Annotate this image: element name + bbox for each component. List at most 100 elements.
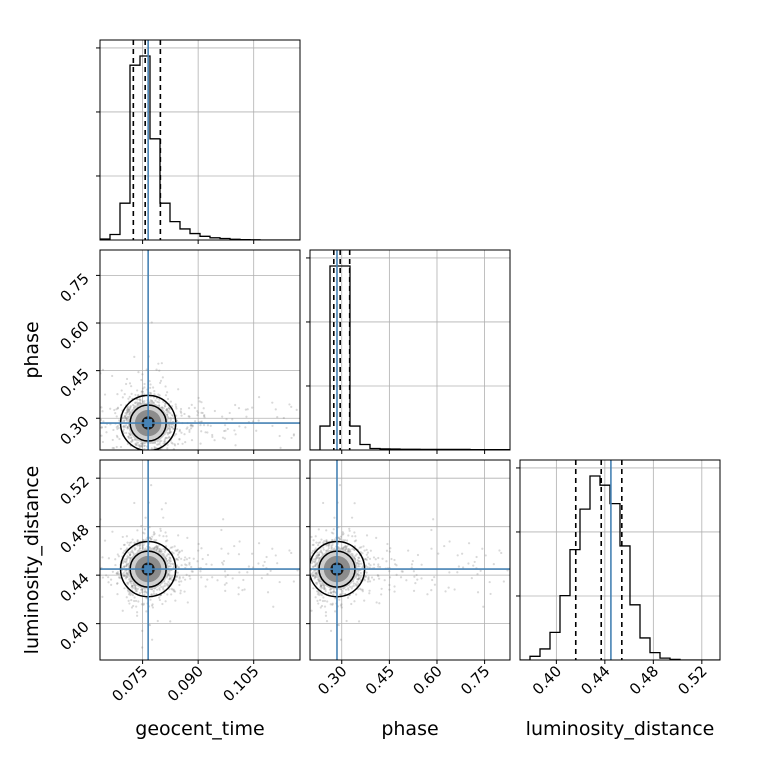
sample-point — [140, 445, 143, 448]
sample-point — [150, 400, 154, 403]
sample-point — [161, 602, 164, 606]
sample-point — [133, 541, 136, 544]
sample-point — [111, 446, 114, 450]
sample-point — [138, 547, 142, 550]
sample-point — [162, 547, 165, 551]
sample-point — [134, 587, 137, 590]
sample-point — [472, 564, 475, 567]
sample-point — [347, 587, 350, 590]
sample-point — [133, 599, 136, 603]
sample-point — [288, 403, 291, 406]
sample-point — [140, 591, 144, 594]
sample-point — [128, 541, 131, 545]
sample-point — [447, 586, 450, 589]
sample-point — [430, 547, 433, 550]
sample-point — [165, 436, 168, 439]
sample-point — [352, 584, 355, 587]
sample-point — [199, 424, 202, 427]
sample-point — [136, 529, 139, 532]
sample-point — [238, 425, 241, 428]
sample-point — [116, 571, 119, 574]
sample-point — [169, 400, 172, 403]
sample-point — [157, 362, 160, 365]
sample-point — [337, 623, 340, 627]
sample-point — [314, 563, 317, 566]
sample-point — [140, 390, 143, 393]
panel-luminosity_distance-vs-phase: 0.30 0.45 0.60 0.75 — [306, 459, 511, 698]
sample-point — [125, 596, 128, 599]
sample-point — [179, 410, 182, 413]
sample-point — [167, 580, 170, 584]
sample-point — [201, 557, 204, 561]
sample-point — [155, 539, 158, 542]
sample-point — [163, 440, 166, 443]
y-tick-label: 0.48 — [56, 521, 92, 557]
sample-point — [128, 408, 131, 411]
sample-point — [329, 591, 333, 595]
sample-point — [124, 577, 127, 580]
sample-point — [155, 545, 158, 548]
sample-point — [317, 579, 321, 583]
sample-point — [190, 403, 193, 406]
sample-point — [144, 591, 147, 594]
sample-point — [136, 441, 140, 444]
sample-point — [366, 556, 369, 559]
sample-point — [339, 604, 342, 607]
sample-point — [361, 552, 364, 555]
sample-point — [278, 580, 281, 584]
sample-point — [100, 426, 103, 429]
sample-point — [222, 559, 226, 563]
sample-point — [329, 591, 332, 594]
panel-content — [310, 250, 510, 450]
sample-point — [178, 576, 181, 579]
sample-point — [130, 592, 133, 595]
sample-point — [191, 570, 194, 573]
sample-point — [131, 549, 134, 552]
sample-point — [432, 518, 435, 521]
sample-point — [356, 580, 359, 584]
sample-point — [314, 563, 317, 567]
sample-point — [319, 598, 322, 602]
panel-luminosity_distance-vs-geocent_time: 0.075 0.090 0.105 0.40 0.44 0.48 0.52 — [56, 459, 301, 705]
sample-point — [128, 556, 131, 559]
sample-point — [149, 391, 152, 395]
sample-point — [224, 575, 227, 578]
sample-point — [149, 386, 152, 389]
sample-point — [329, 588, 332, 591]
sample-point — [357, 556, 361, 560]
sample-point — [175, 407, 178, 410]
sample-point — [358, 546, 361, 549]
sample-point — [311, 574, 314, 577]
sample-point — [433, 583, 436, 586]
sample-point — [166, 409, 169, 412]
sample-point — [124, 415, 127, 418]
sample-point — [180, 557, 183, 560]
sample-point — [364, 564, 367, 567]
sample-point — [167, 407, 170, 410]
sample-point — [164, 531, 167, 534]
sample-point — [176, 558, 180, 561]
sample-point — [125, 571, 129, 574]
sample-point — [327, 547, 330, 550]
sample-point — [130, 598, 133, 602]
sample-point — [101, 368, 105, 371]
sample-point — [134, 393, 137, 397]
sample-point — [244, 408, 247, 411]
sample-point — [356, 561, 359, 565]
sample-point — [161, 587, 165, 590]
sample-point — [315, 557, 318, 560]
sample-point — [141, 443, 144, 446]
sample-point — [116, 582, 119, 585]
sample-point — [156, 619, 159, 623]
sample-point — [251, 420, 255, 423]
sample-point — [132, 551, 135, 554]
sample-point — [319, 541, 322, 544]
sample-point — [271, 547, 274, 550]
sample-point — [339, 593, 342, 596]
sample-point — [183, 558, 186, 562]
sample-point — [138, 401, 142, 404]
sample-point — [105, 574, 108, 577]
sample-point — [125, 412, 128, 415]
sample-point — [228, 411, 231, 415]
sample-point — [160, 550, 163, 553]
